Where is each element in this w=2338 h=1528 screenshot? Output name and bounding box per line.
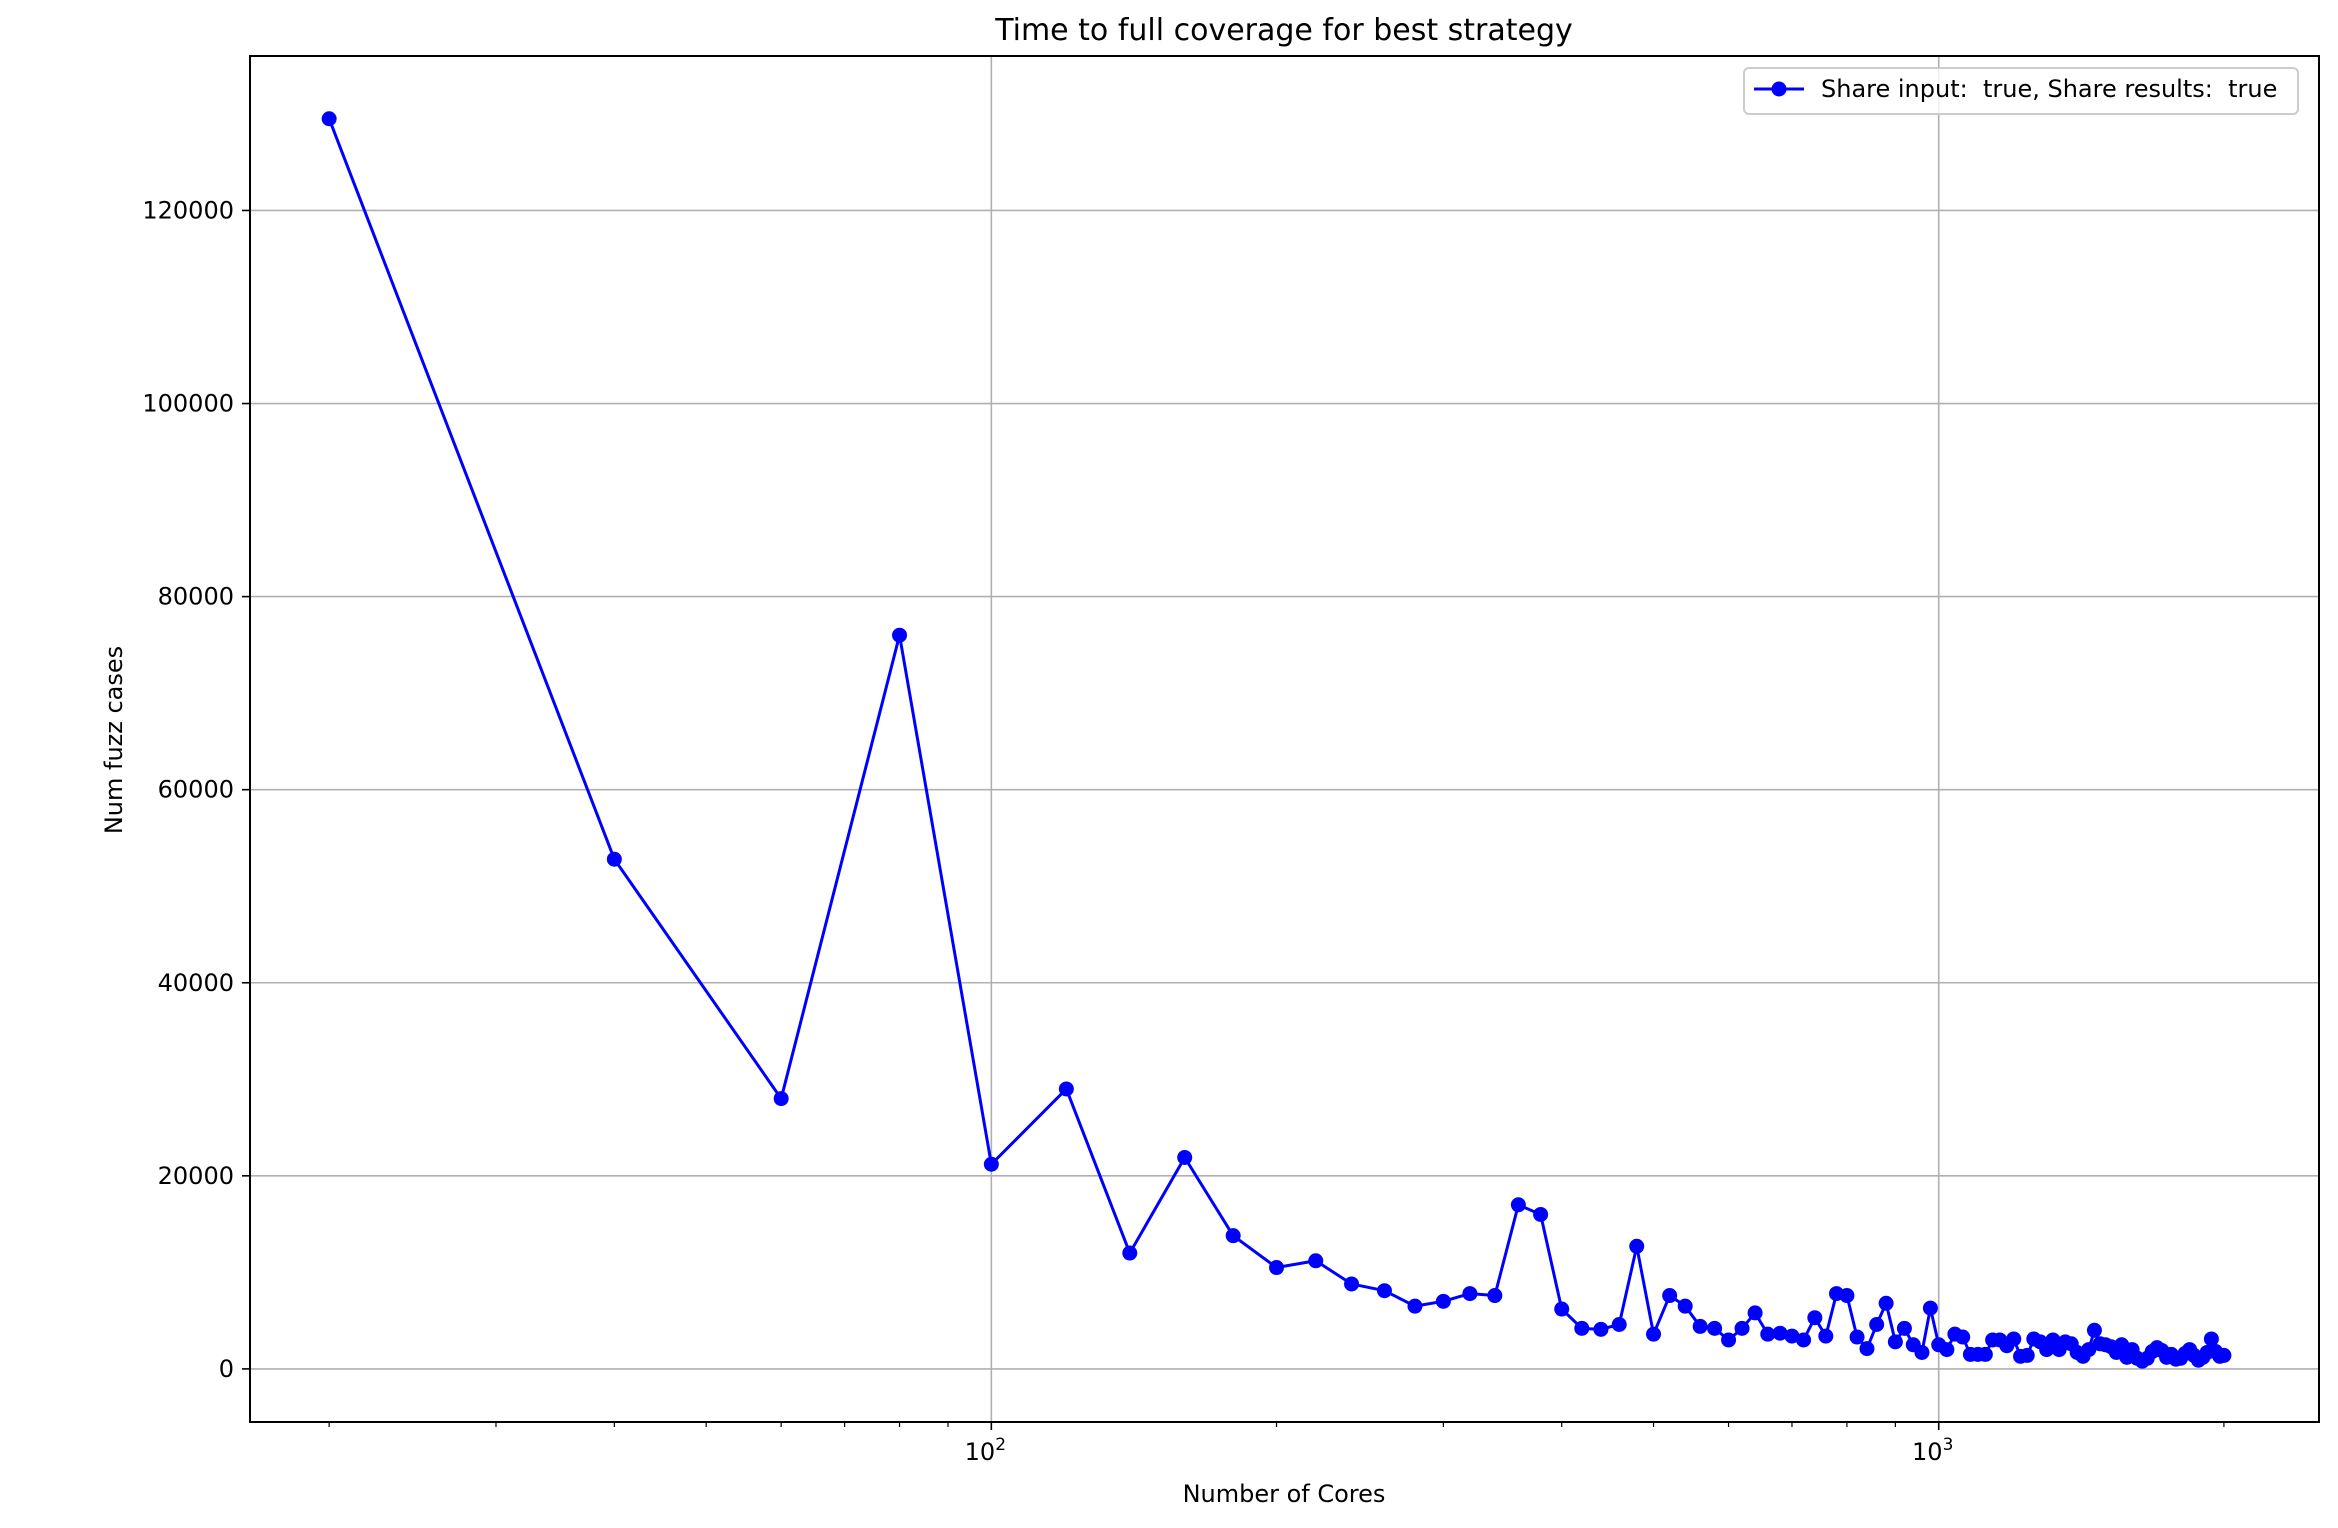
data-point	[1662, 1288, 1678, 1304]
legend-label: Share input: true, Share results: true	[1821, 75, 2277, 103]
data-point	[1574, 1320, 1590, 1336]
data-point	[2019, 1347, 2035, 1363]
data-point	[1407, 1298, 1423, 1314]
data-point	[1533, 1206, 1549, 1222]
data-point	[1977, 1346, 1993, 1362]
x-tick-exponent: 3	[1943, 1435, 1954, 1455]
data-point	[1896, 1320, 1912, 1336]
data-point	[1692, 1318, 1708, 1334]
data-point	[773, 1091, 789, 1107]
data-point	[1859, 1341, 1875, 1357]
data-point	[1462, 1286, 1478, 1302]
legend-marker	[1771, 81, 1787, 97]
y-axis-label: Num fuzz cases	[100, 646, 128, 834]
data-point	[1646, 1326, 1662, 1342]
series-layer	[321, 111, 2232, 1369]
x-tick-exponent: 2	[995, 1435, 1006, 1455]
chart-title: Time to full coverage for best strategy	[994, 13, 1573, 48]
plot-frame	[249, 55, 2320, 1423]
y-tick-label: 120000	[142, 196, 234, 224]
data-point	[1849, 1329, 1865, 1345]
data-point	[1058, 1081, 1074, 1097]
data-point	[2086, 1322, 2102, 1338]
data-point	[983, 1156, 999, 1172]
data-point	[1887, 1334, 1903, 1350]
data-point	[1747, 1305, 1763, 1321]
data-point	[1707, 1320, 1723, 1336]
y-tick-label: 20000	[158, 1162, 234, 1190]
legend-box	[1743, 67, 2299, 115]
y-tick-label: 0	[219, 1355, 234, 1383]
data-point	[1839, 1288, 1855, 1304]
data-point	[1922, 1300, 1938, 1316]
data-point	[1955, 1329, 1971, 1345]
data-point	[1772, 1325, 1788, 1341]
axis-ticks	[242, 209, 1940, 1430]
data-point	[1629, 1238, 1645, 1254]
y-tick-label: 40000	[158, 969, 234, 997]
data-point	[1344, 1276, 1360, 1292]
data-point	[1677, 1298, 1693, 1314]
data-point	[1376, 1283, 1392, 1299]
data-point	[1721, 1332, 1737, 1348]
series-line	[327, 118, 2225, 1363]
data-point	[1435, 1293, 1451, 1309]
grid-lines	[250, 56, 2319, 1422]
data-point	[2216, 1347, 2232, 1363]
data-point	[1611, 1317, 1627, 1332]
y-tick-labels: 0 20000 40000 60000 80000 100000 120000	[142, 196, 234, 1382]
data-point	[1939, 1342, 1955, 1358]
data-point	[2081, 1342, 2097, 1358]
legend: Share input: true, Share results: true	[1743, 67, 2299, 115]
data-point	[1760, 1326, 1776, 1342]
data-point	[1177, 1149, 1193, 1165]
data-point	[321, 111, 337, 127]
y-tick-label: 60000	[158, 776, 234, 804]
data-point	[1487, 1288, 1503, 1304]
data-point	[1510, 1197, 1526, 1213]
data-point	[1225, 1228, 1241, 1244]
x-tick-labels: 102 103	[965, 1435, 1954, 1466]
data-point	[1122, 1245, 1138, 1261]
x-tick-label: 102	[965, 1435, 1006, 1466]
data-point	[1269, 1260, 1285, 1276]
data-point	[1796, 1332, 1812, 1348]
data-point	[1807, 1310, 1823, 1326]
data-point	[1734, 1320, 1750, 1336]
x-tick-label: 103	[1912, 1435, 1953, 1466]
data-point	[1914, 1344, 1930, 1360]
data-point	[2006, 1331, 2022, 1347]
y-tick-label: 100000	[142, 390, 234, 418]
data-point	[892, 627, 908, 643]
data-point	[1308, 1253, 1324, 1269]
data-point	[1554, 1301, 1570, 1317]
data-point	[2203, 1331, 2219, 1347]
data-point	[1878, 1295, 1894, 1311]
data-point	[1593, 1321, 1609, 1337]
data-point	[606, 851, 622, 867]
data-point	[1818, 1328, 1834, 1344]
data-point	[1869, 1317, 1885, 1332]
y-tick-label: 80000	[158, 583, 234, 611]
x-axis-label: Number of Cores	[1183, 1480, 1386, 1508]
data-point	[1784, 1328, 1800, 1344]
